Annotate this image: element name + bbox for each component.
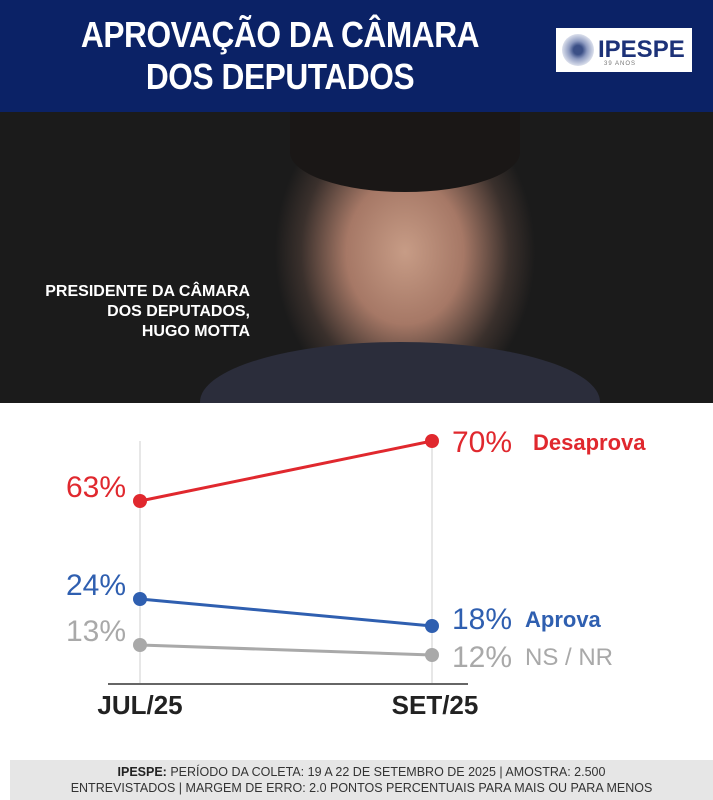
data-label: 12% [452,641,512,674]
caption-line: HUGO MOTTA [141,323,250,340]
series-name-label: Desaprova [533,430,646,455]
data-point [133,592,147,606]
header: APROVAÇÃO DA CÂMARA DOS DEPUTADOS IPESPE… [0,0,713,112]
globe-icon [562,34,594,66]
x-tick-label: SET/25 [392,690,479,720]
photo-caption: PRESIDENTE DA CÂMARA DOS DEPUTADOS, HUGO… [20,282,250,342]
caption-line: DOS DEPUTADOS, [107,303,250,320]
data-label: 13% [66,615,126,648]
footer-note: IPESPE: PERÍODO DA COLETA: 19 A 22 DE SE… [10,760,713,800]
caption-line: PRESIDENTE DA CÂMARA [45,283,250,300]
logo-sub: 39 ANOS [604,61,637,67]
title-line-2: DOS DEPUTADOS [145,56,415,97]
logo-name: IPESPE [598,36,685,63]
data-point [425,434,439,448]
page-title: APROVAÇÃO DA CÂMARA DOS DEPUTADOS [69,14,491,98]
series-line [139,597,433,628]
data-label: 18% [452,603,512,636]
line-chart: JUL/25 SET/25 63% 70% Desaprova 24% 18% Aprova 1… [0,403,713,760]
series-line [139,643,433,657]
photo-suit [200,342,600,403]
data-label: 70% [452,426,512,459]
title-line-1: APROVAÇÃO DA CÂMARA [80,14,480,55]
footer-line-2: ENTREVISTADOS | MARGEM DE ERRO: 2.0 PONT… [70,781,653,795]
data-point [133,494,147,508]
x-tick-label: JUL/25 [97,690,182,720]
footer-source: IPESPE: [117,765,167,779]
data-point [425,648,439,662]
photo-hair [290,112,520,192]
ipespe-logo: IPESPE 39 ANOS [556,28,692,72]
series-name-label: Aprova [525,607,602,632]
footer-line-1: PERÍODO DA COLETA: 19 A 22 DE SETEMBRO D… [170,765,606,779]
portrait-photo: PRESIDENTE DA CÂMARA DOS DEPUTADOS, HUGO… [0,112,713,403]
data-label: 63% [66,471,126,504]
data-point [425,619,439,633]
data-label: 24% [66,569,126,602]
data-point [133,638,147,652]
series-name-label: NS / NR [525,644,613,671]
series-line [139,439,433,503]
